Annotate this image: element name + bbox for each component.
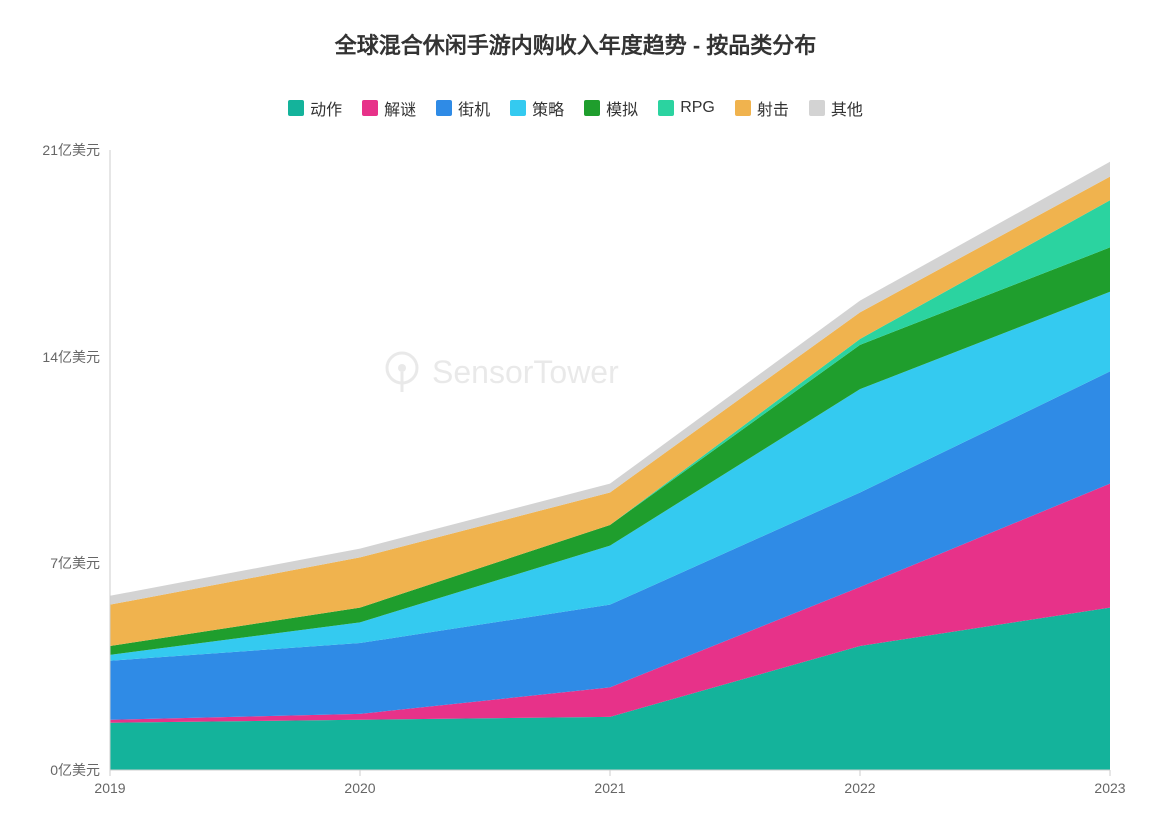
legend-item-other[interactable]: 其他 [809, 96, 863, 120]
legend-swatch [510, 100, 526, 116]
legend-label: 动作 [310, 96, 342, 120]
legend-swatch [735, 100, 751, 116]
x-tick-label: 2020 [344, 770, 375, 796]
x-tick-label: 2019 [94, 770, 125, 796]
legend-item-rpg[interactable]: RPG [658, 96, 715, 120]
legend-swatch [362, 100, 378, 116]
legend-swatch [658, 100, 674, 116]
legend-item-strategy[interactable]: 策略 [510, 96, 564, 120]
chart-plot-area: 0亿美元7亿美元14亿美元21亿美元 20192020202120222023 [110, 150, 1110, 770]
x-tick-label: 2021 [594, 770, 625, 796]
legend-item-puzzle[interactable]: 解谜 [362, 96, 416, 120]
legend-label: 模拟 [606, 96, 638, 120]
legend-item-shooter[interactable]: 射击 [735, 96, 789, 120]
legend-swatch [584, 100, 600, 116]
legend-item-sim[interactable]: 模拟 [584, 96, 638, 120]
x-tick-label: 2022 [844, 770, 875, 796]
chart-container: 全球混合休闲手游内购收入年度趋势 - 按品类分布 动作 解谜 街机 策略 模拟 RPG 射击… [0, 0, 1151, 835]
legend-label: 策略 [532, 96, 564, 120]
legend-item-action[interactable]: 动作 [288, 96, 342, 120]
legend-label: RPG [680, 99, 715, 117]
legend-swatch [809, 100, 825, 116]
y-tick-label: 21亿美元 [42, 140, 110, 160]
legend-item-arcade[interactable]: 街机 [436, 96, 490, 120]
y-tick-label: 7亿美元 [50, 553, 110, 573]
chart-legend: 动作 解谜 街机 策略 模拟 RPG 射击 其他 [0, 96, 1151, 120]
legend-swatch [288, 100, 304, 116]
chart-svg [110, 150, 1110, 770]
legend-label: 其他 [831, 96, 863, 120]
chart-title: 全球混合休闲手游内购收入年度趋势 - 按品类分布 [0, 28, 1151, 60]
x-tick-label: 2023 [1094, 770, 1125, 796]
y-tick-label: 14亿美元 [42, 347, 110, 367]
legend-label: 射击 [757, 96, 789, 120]
legend-label: 解谜 [384, 96, 416, 120]
legend-label: 街机 [458, 96, 490, 120]
legend-swatch [436, 100, 452, 116]
